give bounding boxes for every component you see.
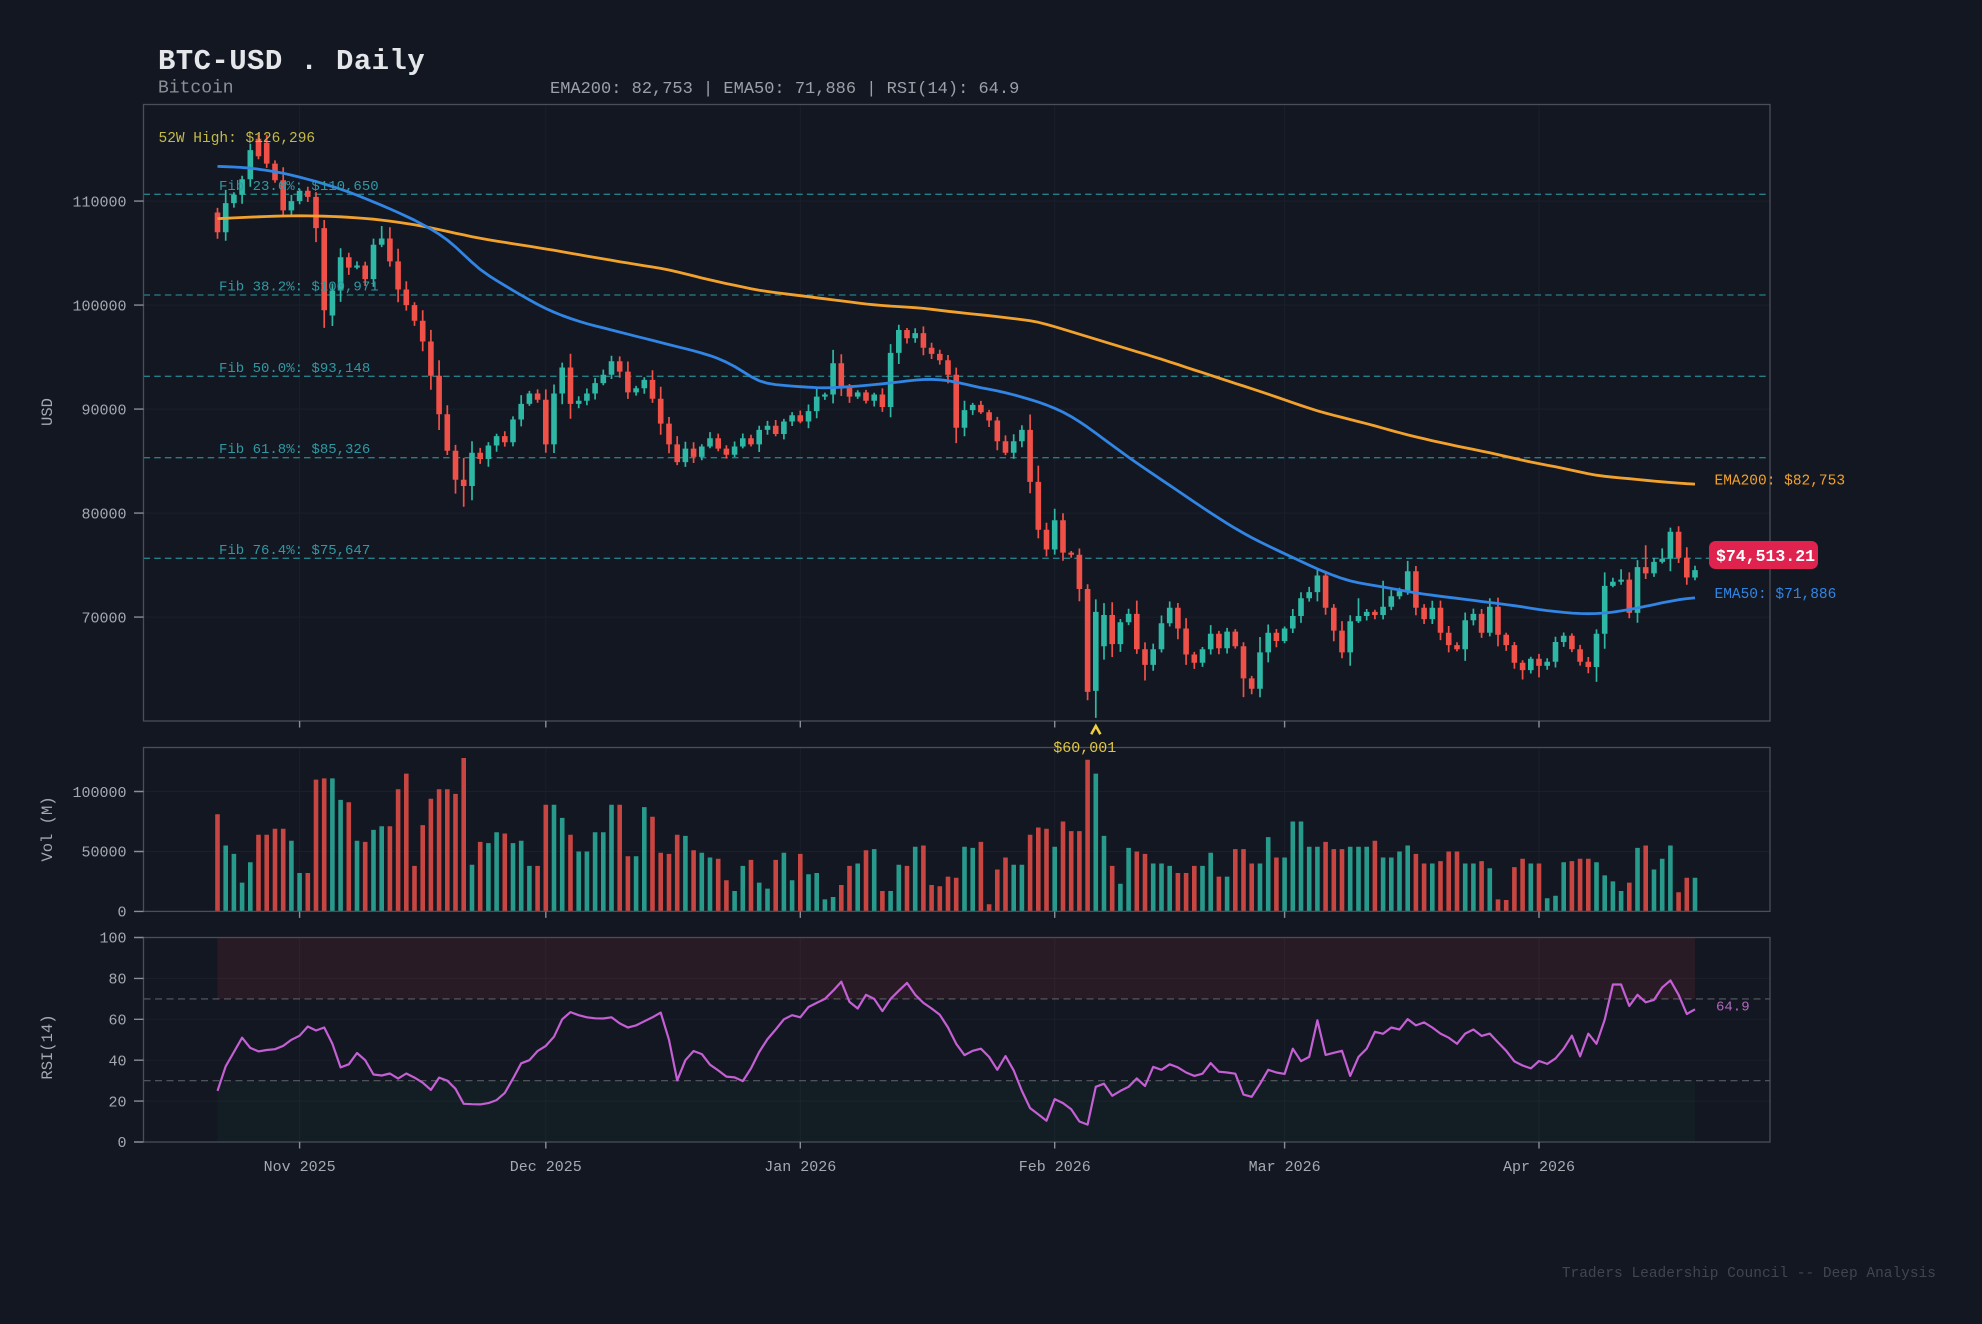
svg-text:$60,001: $60,001 — [1053, 740, 1116, 757]
svg-text:USD: USD — [39, 398, 57, 426]
svg-text:Traders Leadership Council --: Traders Leadership Council -- Deep Analy… — [1562, 1266, 1936, 1282]
svg-text:Fib 23.6%: $110,650: Fib 23.6%: $110,650 — [219, 179, 379, 195]
svg-text:40: 40 — [108, 1053, 126, 1070]
svg-text:EMA50: $71,886: EMA50: $71,886 — [1715, 587, 1837, 603]
svg-text:Apr 2026: Apr 2026 — [1503, 1159, 1575, 1176]
svg-text:0: 0 — [117, 905, 126, 922]
svg-text:70000: 70000 — [81, 610, 126, 627]
svg-text:110000: 110000 — [72, 194, 126, 211]
svg-text:Dec 2025: Dec 2025 — [510, 1159, 582, 1176]
svg-text:Mar 2026: Mar 2026 — [1249, 1159, 1321, 1176]
svg-text:BTC-USD . Daily: BTC-USD . Daily — [158, 45, 425, 78]
svg-text:Nov 2025: Nov 2025 — [264, 1159, 336, 1176]
svg-text:Fib 50.0%: $93,148: Fib 50.0%: $93,148 — [219, 361, 370, 377]
svg-text:64.9: 64.9 — [1716, 1000, 1750, 1016]
svg-text:100000: 100000 — [72, 785, 126, 802]
svg-text:60: 60 — [108, 1013, 126, 1030]
svg-text:EMA200: $82,753: EMA200: $82,753 — [1715, 474, 1846, 490]
svg-text:EMA200: 82,753 | EMA50: 71,886: EMA200: 82,753 | EMA50: 71,886 | RSI(14)… — [550, 80, 1019, 99]
svg-text:80: 80 — [108, 972, 126, 989]
svg-text:52W High: $126,296: 52W High: $126,296 — [159, 131, 316, 147]
svg-text:100000: 100000 — [72, 298, 126, 315]
svg-text:Fib 38.2%: $100,971: Fib 38.2%: $100,971 — [219, 280, 379, 296]
svg-text:20: 20 — [108, 1094, 126, 1111]
svg-text:90000: 90000 — [81, 402, 126, 419]
svg-text:RSI(14): RSI(14) — [39, 1014, 57, 1079]
svg-text:Bitcoin: Bitcoin — [158, 79, 234, 99]
svg-text:Vol (M): Vol (M) — [39, 796, 57, 861]
svg-text:100: 100 — [99, 931, 126, 948]
svg-text:Jan 2026: Jan 2026 — [764, 1159, 836, 1176]
svg-text:0: 0 — [117, 1135, 126, 1152]
svg-text:Feb 2026: Feb 2026 — [1019, 1159, 1091, 1176]
svg-text:Fib 61.8%: $85,326: Fib 61.8%: $85,326 — [219, 442, 370, 458]
svg-text:50000: 50000 — [81, 845, 126, 862]
svg-text:Fib 76.4%: $75,647: Fib 76.4%: $75,647 — [219, 543, 370, 559]
svg-text:$74,513.21: $74,513.21 — [1716, 547, 1815, 566]
svg-text:80000: 80000 — [81, 506, 126, 523]
